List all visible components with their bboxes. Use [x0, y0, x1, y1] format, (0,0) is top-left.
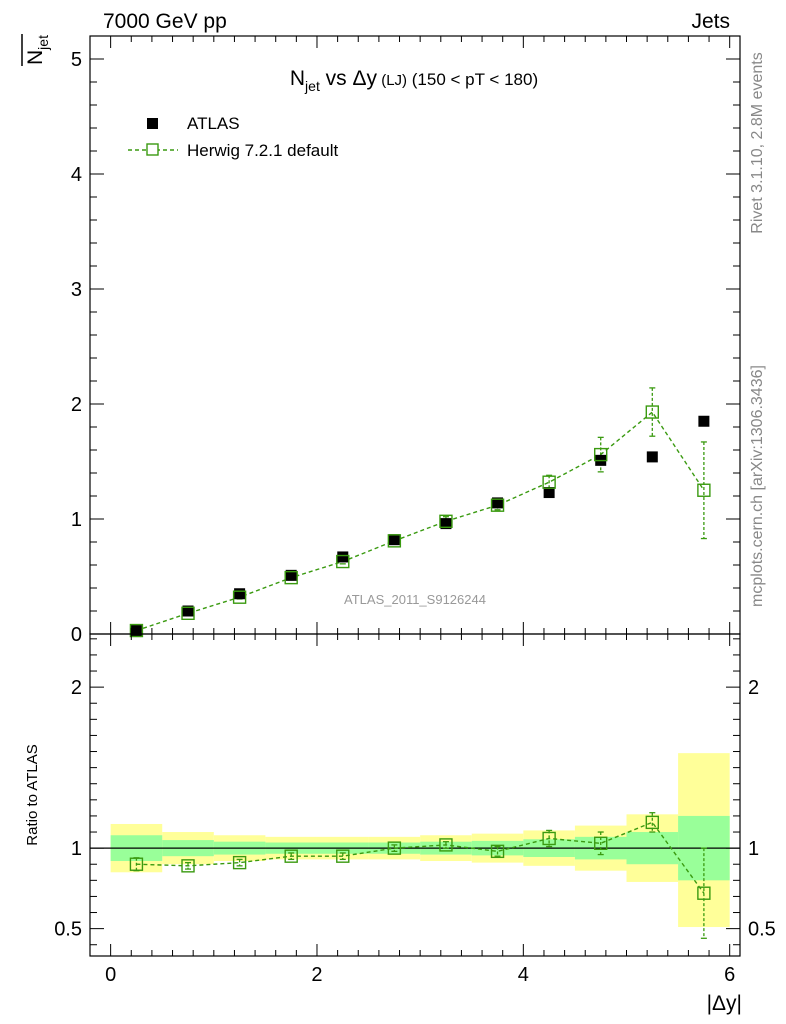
- herwig-point: [542, 475, 556, 489]
- herwig-point: [439, 514, 453, 528]
- ratio-herwig-point: [336, 849, 350, 863]
- herwig-point: [181, 606, 195, 620]
- ratio-ytick-label-right: 2: [748, 677, 759, 699]
- ratio-herwig-point: [439, 838, 453, 852]
- plot-title: Njet vs Δy (LJ) (150 < pT < 180): [290, 67, 538, 94]
- title-sub: jet: [304, 78, 320, 94]
- ratio-herwig-point: [284, 849, 298, 863]
- svg-text:Njet: Njet: [24, 35, 51, 65]
- herwig-point: [645, 405, 660, 419]
- herwig-point: [594, 447, 608, 462]
- main-ytick-label: 1: [71, 509, 82, 531]
- ratio-ticks: 0 2 4 6 0.5 0.5 1 1 2 2: [54, 634, 776, 986]
- atlas-point: [130, 625, 142, 637]
- ratio-ylabel: Ratio to ATLAS: [24, 744, 41, 845]
- atlas-point: [646, 451, 658, 463]
- herwig-point: [284, 570, 298, 585]
- herwig-point: [336, 554, 350, 569]
- main-series-layer: [129, 387, 711, 638]
- ratio-xtick-label: 6: [724, 964, 735, 986]
- main-ytick-label: 5: [71, 49, 82, 71]
- ratio-ytick-label-right: 1: [748, 838, 759, 860]
- ratio-herwig-point: [490, 844, 505, 859]
- atlas-point: [337, 551, 349, 563]
- header-right: Jets: [691, 10, 730, 33]
- ratio-xtick-label: 2: [311, 964, 322, 986]
- ratio-ytick-label: 2: [71, 677, 82, 699]
- ylabel-sub: jet: [35, 35, 51, 51]
- ratio-series-layer: [129, 812, 711, 939]
- main-ytick-label: 2: [71, 394, 82, 416]
- ratio-plot-frame: [89, 633, 741, 957]
- title-lj: (LJ): [377, 72, 407, 89]
- mcplots-label: mcplots.cern.ch [arXiv:1306.3436]: [749, 365, 766, 607]
- atlas-point: [234, 588, 246, 600]
- atlas-point: [388, 534, 400, 546]
- ratio-herwig-point: [594, 836, 608, 850]
- title-dy: Δy: [353, 67, 378, 90]
- ratio-bands-layer: [90, 753, 740, 928]
- herwig-point: [387, 534, 402, 548]
- herwig-line: [136, 411, 705, 632]
- legend-atlas-marker: [147, 118, 158, 129]
- legend-herwig-label: Herwig 7.2.1 default: [187, 141, 338, 160]
- header-left: 7000 GeV pp: [103, 10, 227, 33]
- main-ytick-label: 0: [71, 624, 82, 646]
- herwig-point: [490, 498, 505, 512]
- herwig-point: [129, 623, 144, 638]
- rivet-label: Rivet 3.1.10, 2.8M events: [749, 52, 766, 233]
- ratio-ytick-label: 1: [71, 838, 82, 860]
- legend-herwig-marker: [146, 143, 159, 156]
- ratio-ytick-label: 0.5: [54, 919, 82, 941]
- ratio-ytick-label-right: 0.5: [748, 919, 776, 941]
- atlas-point: [182, 605, 194, 617]
- ratio-plot: 0 2 4 6 0.5 0.5 1 1 2 2 Ratio to ATLAS |Δy|: [24, 633, 776, 1015]
- title-range: (150 < pT < 180): [407, 70, 538, 89]
- main-ytick-label: 4: [71, 164, 82, 186]
- atlas-point: [285, 569, 297, 581]
- ratio-herwig-point: [387, 841, 402, 855]
- ratio-herwig-point: [129, 857, 144, 871]
- analysis-watermark: ATLAS_2011_S9126244: [344, 592, 486, 607]
- legend-atlas-label: ATLAS: [187, 114, 240, 133]
- main-ticks: 0 1 2 3 4 5: [71, 35, 740, 646]
- herwig-point: [232, 590, 247, 604]
- legend: ATLAS Herwig 7.2.1 default: [128, 114, 338, 160]
- herwig-point: [697, 483, 711, 497]
- ratio-herwig-point: [697, 886, 711, 900]
- atlas-point: [543, 487, 555, 499]
- atlas-point: [698, 415, 710, 427]
- ratio-herwig-point: [645, 815, 660, 830]
- ratio-xlabel: |Δy|: [707, 992, 742, 1015]
- main-ylabel: Njet: [21, 34, 51, 66]
- title-vs: vs: [320, 67, 353, 90]
- ratio-herwig-point: [181, 859, 195, 873]
- ratio-herwig-point: [542, 831, 556, 846]
- ylabel-n: N: [24, 50, 47, 65]
- ratio-xtick-label: 0: [105, 964, 116, 986]
- ratio-herwig-line: [136, 821, 705, 894]
- ratio-xtick-label: 4: [518, 964, 529, 986]
- atlas-point: [440, 518, 452, 530]
- atlas-point: [492, 497, 504, 509]
- ratio-herwig-point: [232, 855, 247, 870]
- title-n: N: [290, 67, 305, 90]
- main-ytick-label: 3: [71, 279, 82, 301]
